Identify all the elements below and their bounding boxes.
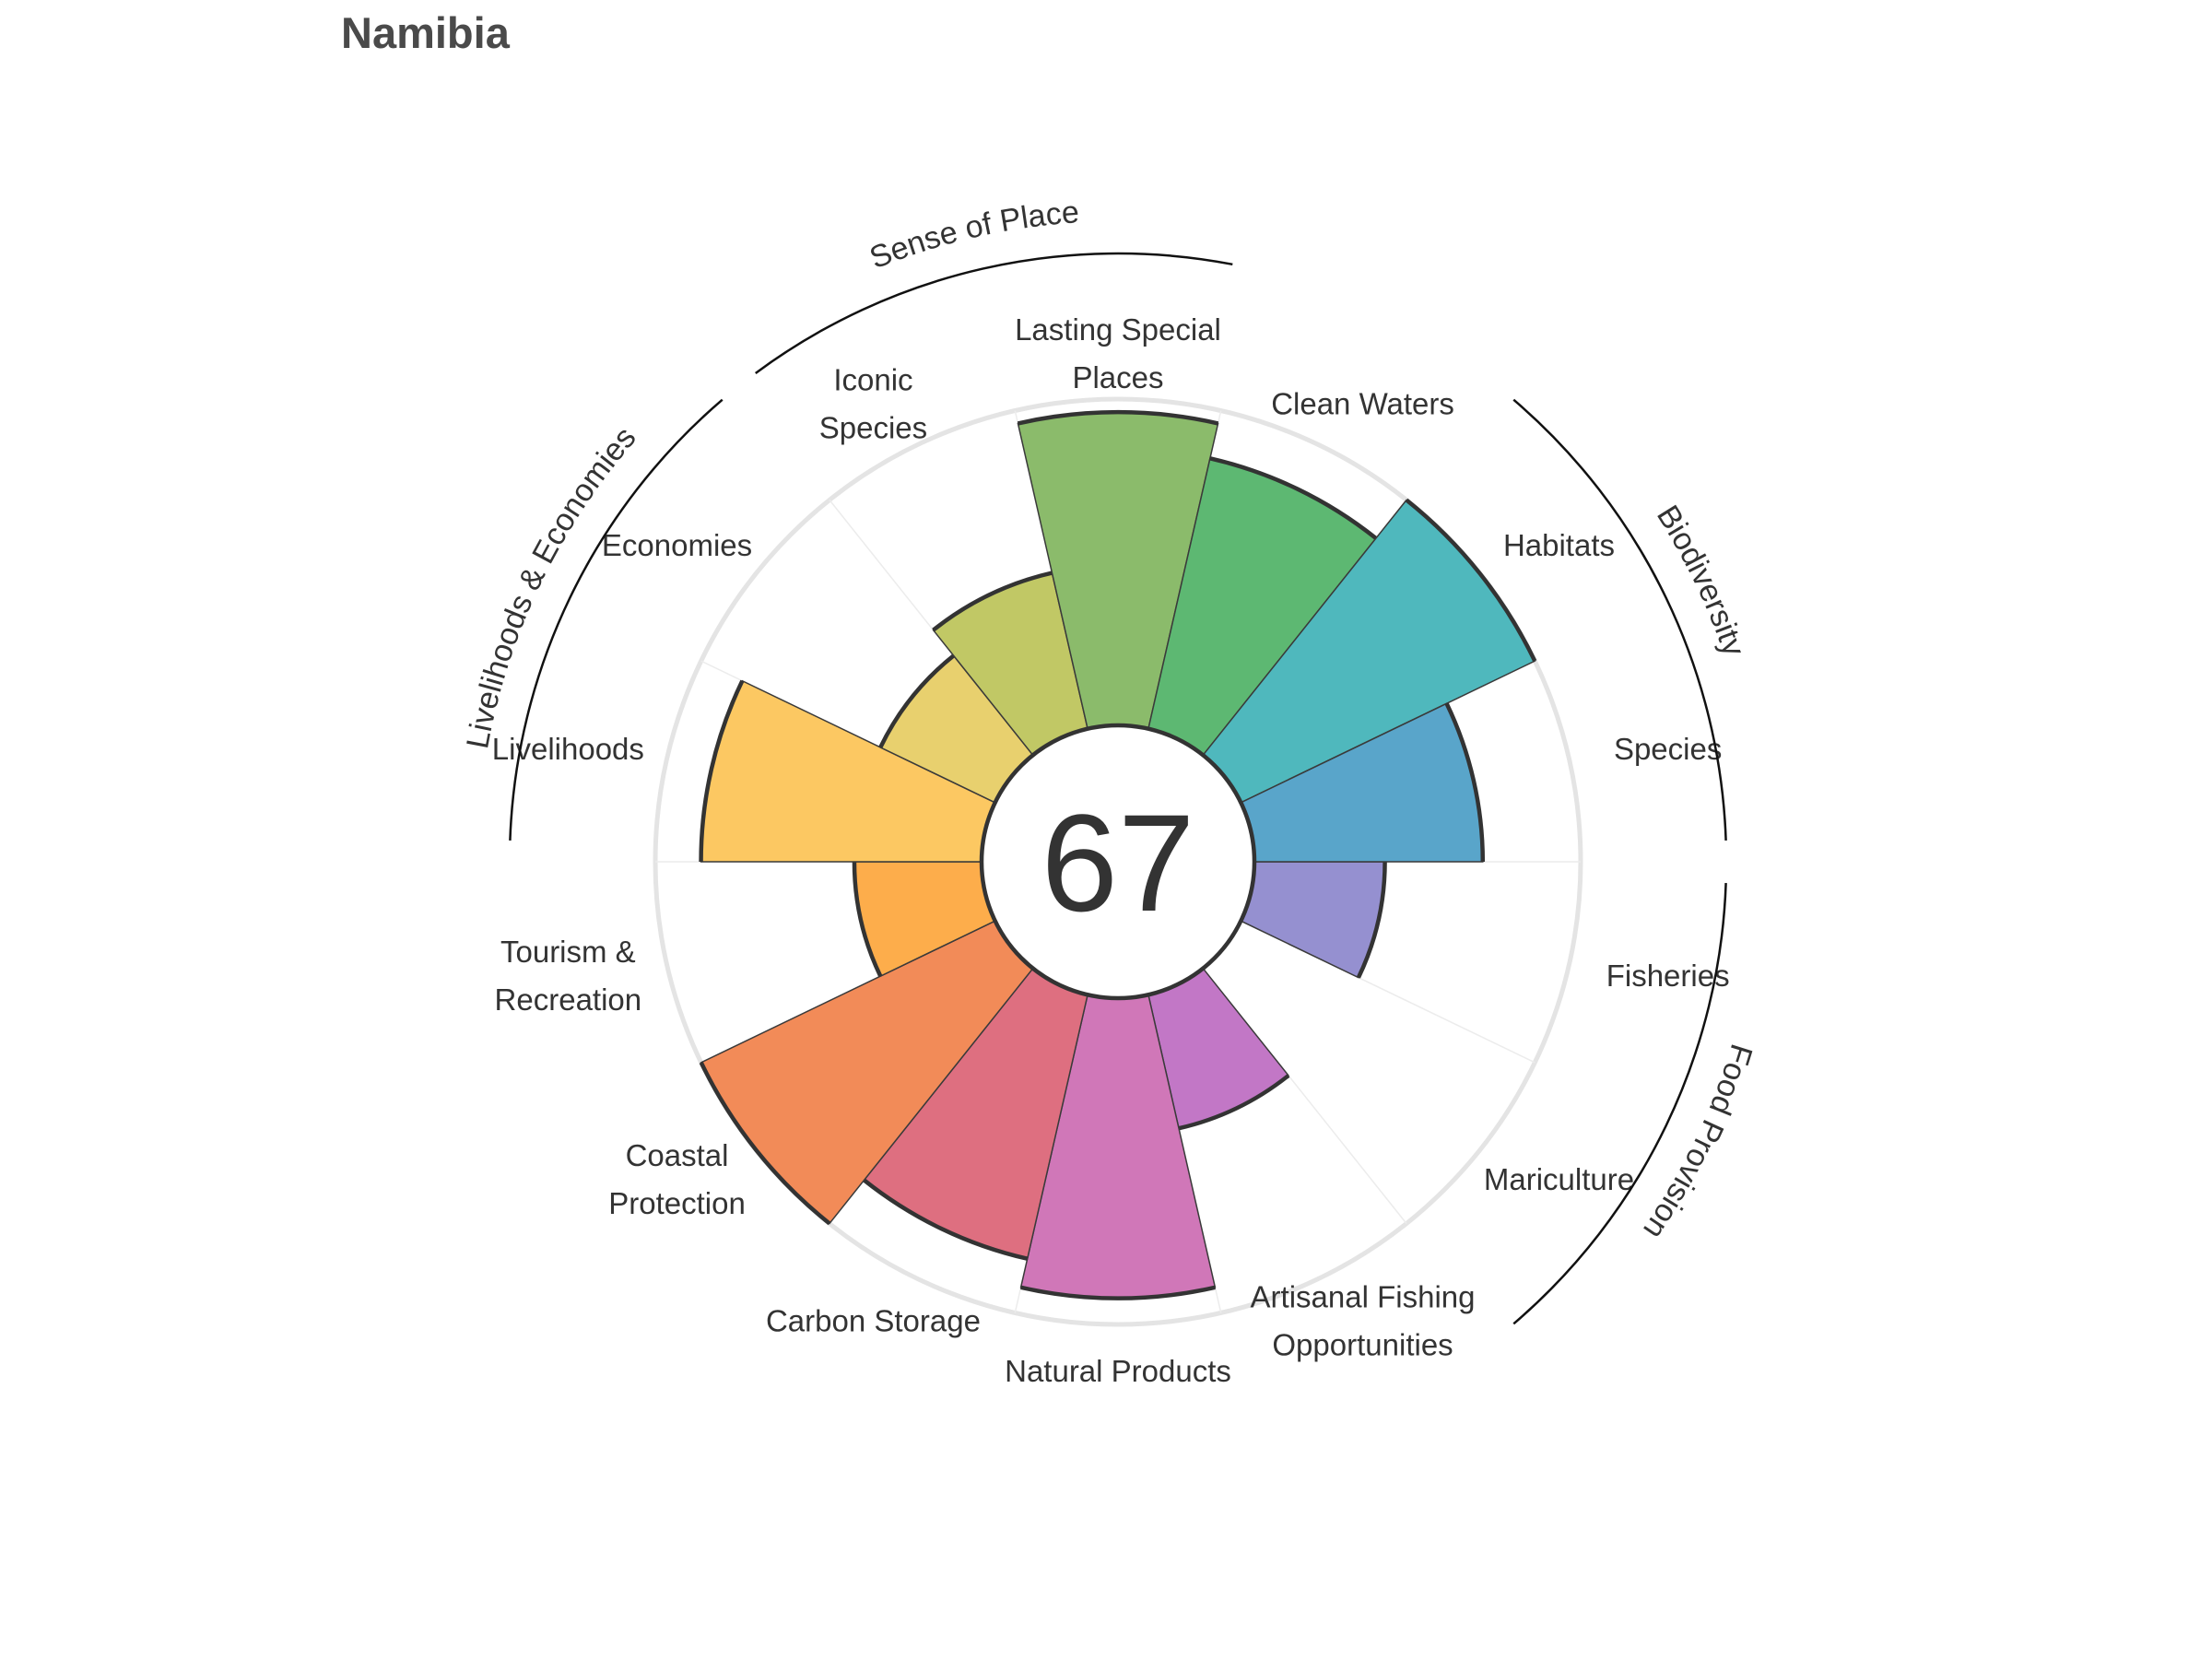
group-arc-livelihoods-and-economies	[509, 398, 724, 841]
petal-fisheries	[1240, 861, 1386, 979]
group-label-biodiversity: Biodiversity	[1650, 500, 1751, 661]
petal-edge-economies	[878, 653, 956, 748]
goal-label-coastal-protection: Coastal Protection	[608, 1138, 746, 1220]
petal-edge-species	[1444, 702, 1486, 863]
petal-edge-clean-waters	[1209, 456, 1378, 540]
petal-edge-artisanal-fishing-opportunities	[1178, 1074, 1290, 1131]
chart-title: Namibia	[341, 8, 510, 57]
group-arc-biodiversity	[1512, 398, 1727, 841]
goal-label-artisanal-fishing-opportunities: Artisanal Fishing Opportunities	[1251, 1279, 1476, 1361]
goal-label-clean-waters: Clean Waters	[1271, 387, 1454, 421]
petal-edge-tourism-and-recreation	[852, 861, 883, 978]
goal-label-tourism-and-recreation: Tourism & Recreation	[495, 935, 642, 1017]
center-layer: 67	[979, 723, 1257, 1001]
goal-label-livelihoods: Livelihoods	[492, 732, 644, 766]
petal-edge-iconic-species	[932, 571, 1053, 632]
petal-layer	[699, 409, 1537, 1300]
overall-score: 67	[1041, 785, 1195, 940]
group-label-food-provision: Food Provision	[1636, 1040, 1759, 1245]
petal-edge-habitats	[1405, 498, 1537, 663]
petal-edge-fisheries	[1356, 861, 1387, 979]
goal-label-natural-products: Natural Products	[1005, 1354, 1231, 1388]
goal-label-habitats: Habitats	[1503, 528, 1615, 562]
goal-label-carbon-storage: Carbon Storage	[766, 1303, 981, 1337]
goal-label-iconic-species: Iconic Species	[819, 363, 927, 445]
goal-label-mariculture: Mariculture	[1484, 1162, 1634, 1196]
petal-edge-carbon-storage	[863, 1178, 1029, 1261]
petal-edge-lasting-special-places	[1017, 409, 1219, 426]
center-disc	[979, 723, 1257, 1001]
goal-label-economies: Economies	[602, 528, 752, 562]
group-arc-food-provision	[1512, 882, 1727, 1325]
petal-edge-coastal-protection	[699, 1061, 831, 1226]
group-arc-sense-of-place	[755, 252, 1233, 374]
petal-edge-natural-products	[1020, 1285, 1216, 1300]
group-label-livelihoods-and-economies: Livelihoods & Economies	[460, 420, 642, 751]
goal-label-fisheries: Fisheries	[1606, 959, 1730, 993]
petal-edge-livelihoods	[699, 679, 745, 863]
goal-label-species: Species	[1614, 732, 1722, 766]
group-label-sense-of-place: Sense of Place	[865, 194, 1080, 276]
goal-label-lasting-special-places: Lasting Special Places	[1015, 312, 1221, 394]
